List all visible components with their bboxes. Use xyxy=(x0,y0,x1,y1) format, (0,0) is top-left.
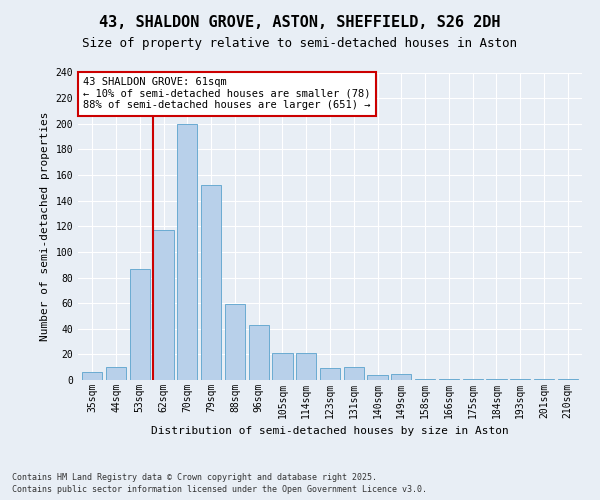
Bar xyxy=(225,304,245,380)
Text: 43, SHALDON GROVE, ASTON, SHEFFIELD, S26 2DH: 43, SHALDON GROVE, ASTON, SHEFFIELD, S26… xyxy=(99,15,501,30)
Bar xyxy=(106,367,126,380)
Bar xyxy=(248,325,269,380)
Bar xyxy=(320,368,340,380)
Bar xyxy=(201,185,221,380)
Bar xyxy=(415,378,435,380)
Bar xyxy=(82,372,103,380)
Bar xyxy=(391,374,412,380)
Text: Contains public sector information licensed under the Open Government Licence v3: Contains public sector information licen… xyxy=(12,485,427,494)
X-axis label: Distribution of semi-detached houses by size in Aston: Distribution of semi-detached houses by … xyxy=(151,426,509,436)
Bar xyxy=(154,230,173,380)
Bar xyxy=(557,378,578,380)
Bar xyxy=(534,378,554,380)
Bar xyxy=(510,378,530,380)
Bar xyxy=(367,375,388,380)
Bar xyxy=(130,268,150,380)
Text: Contains HM Land Registry data © Crown copyright and database right 2025.: Contains HM Land Registry data © Crown c… xyxy=(12,472,377,482)
Y-axis label: Number of semi-detached properties: Number of semi-detached properties xyxy=(40,112,50,341)
Text: Size of property relative to semi-detached houses in Aston: Size of property relative to semi-detach… xyxy=(83,38,517,51)
Bar xyxy=(439,378,459,380)
Bar xyxy=(177,124,197,380)
Bar xyxy=(487,378,506,380)
Bar xyxy=(463,378,483,380)
Text: 43 SHALDON GROVE: 61sqm
← 10% of semi-detached houses are smaller (78)
88% of se: 43 SHALDON GROVE: 61sqm ← 10% of semi-de… xyxy=(83,77,371,110)
Bar xyxy=(296,353,316,380)
Bar xyxy=(272,353,293,380)
Bar xyxy=(344,367,364,380)
